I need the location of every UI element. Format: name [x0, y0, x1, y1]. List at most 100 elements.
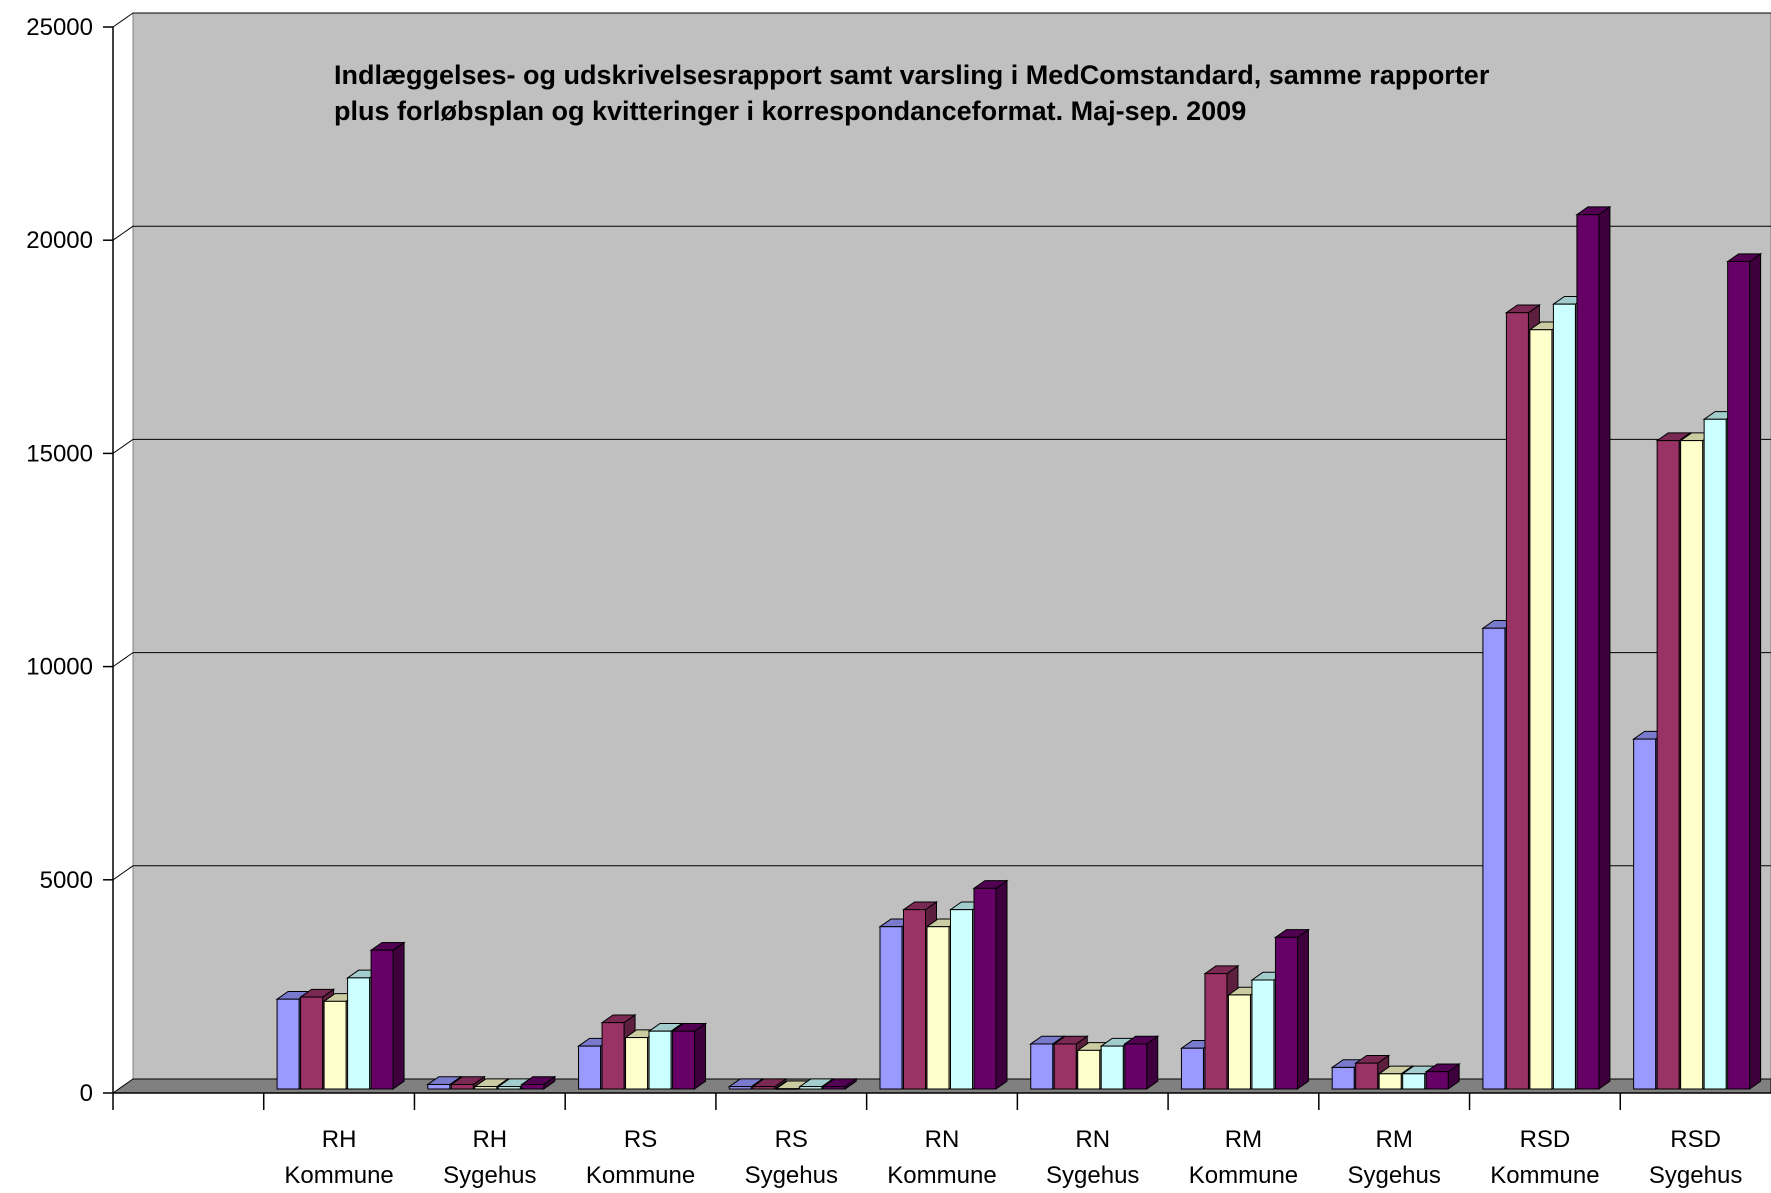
bar-front	[1180, 1047, 1204, 1090]
y-tick-label: 10000	[26, 654, 93, 681]
y-tick-label: 0	[80, 1080, 93, 1107]
bar-front	[625, 1037, 649, 1090]
y-tick-label: 25000	[26, 14, 93, 41]
bar	[751, 1077, 788, 1090]
x-tick-label-line2: Sygehus	[745, 1162, 838, 1189]
gridline-depth	[112, 12, 134, 28]
bar	[520, 1075, 557, 1090]
bar-front	[728, 1086, 752, 1090]
x-tick-label-line1: RM	[1376, 1126, 1413, 1153]
y-tick-label: 5000	[40, 867, 93, 894]
x-tick-label-line2: Kommune	[1490, 1162, 1599, 1189]
gridline-depth	[112, 438, 134, 454]
bar-front	[474, 1086, 498, 1090]
bar-front	[950, 909, 973, 1090]
bar-front	[276, 998, 300, 1090]
bar-front	[775, 1088, 799, 1090]
bar-front	[1204, 973, 1228, 1090]
bar	[369, 941, 406, 1090]
x-tick-label-line2: Kommune	[284, 1162, 393, 1189]
x-tick-label-line1: RS	[624, 1126, 657, 1153]
bar-front	[1576, 214, 1600, 1090]
bar-front	[648, 1030, 672, 1090]
bar-side	[1296, 928, 1309, 1090]
bar	[972, 879, 1009, 1090]
bar-side	[694, 1022, 707, 1090]
y-tick-label: 15000	[26, 440, 93, 467]
bar-front	[926, 926, 950, 1090]
bar	[1726, 252, 1763, 1090]
bar-front	[601, 1022, 625, 1090]
x-tick-label-line1: RH	[472, 1126, 507, 1153]
bar-front	[973, 887, 997, 1090]
chart-title-line-2: plus forløbsplan og kvitteringer i korre…	[334, 96, 1246, 126]
bar-front	[1227, 994, 1251, 1090]
bar-side	[392, 941, 405, 1090]
bar-front	[1274, 936, 1298, 1090]
y-tick-label: 20000	[26, 227, 93, 254]
bar-front	[1425, 1071, 1449, 1090]
bar-front	[370, 949, 394, 1090]
bar-front	[1633, 738, 1657, 1090]
bar-front	[1505, 312, 1529, 1090]
bar-front	[1331, 1066, 1355, 1090]
axis-labels: 0 5000 10000 15000 20000 25000 RH Kommune RH Syge…	[26, 14, 1742, 1189]
bar-front	[521, 1083, 545, 1090]
bar-front	[497, 1086, 521, 1090]
x-tick-label-line1: RM	[1225, 1126, 1262, 1153]
bar-front	[1552, 303, 1576, 1090]
gridline-depth	[112, 225, 134, 241]
axes	[103, 26, 1771, 1110]
bar-front	[822, 1086, 846, 1090]
x-tick-label-line2: Sygehus	[1347, 1162, 1440, 1189]
bar-front	[1251, 979, 1275, 1090]
chart-title-line-1: Indlæggelses- og udskrivelsesrapport sam…	[334, 60, 1490, 90]
bars	[275, 205, 1763, 1090]
x-tick-label-line1: RN	[1075, 1126, 1110, 1153]
bar-front	[752, 1086, 776, 1090]
x-tick-label-line1: RSD	[1520, 1126, 1571, 1153]
x-tick-label-line1: RH	[322, 1126, 357, 1153]
bar-front	[1656, 440, 1680, 1090]
bar-front	[903, 909, 926, 1090]
x-tick-label-line1: RS	[775, 1126, 808, 1153]
bar-front	[1100, 1045, 1124, 1090]
bar-front	[879, 926, 903, 1090]
bar-front	[1703, 418, 1727, 1090]
bar-front	[300, 996, 324, 1090]
bar	[1424, 1063, 1461, 1090]
bar-front	[1378, 1073, 1402, 1090]
bar-front	[1529, 329, 1553, 1090]
bar	[1575, 205, 1612, 1090]
bar-front	[1030, 1043, 1054, 1090]
bar-side	[1749, 252, 1762, 1090]
x-tick-label-line2: Kommune	[586, 1162, 695, 1189]
x-tick-label-line1: RSD	[1670, 1126, 1721, 1153]
bar-side	[995, 879, 1008, 1090]
bar	[1273, 928, 1311, 1090]
bar-front	[1077, 1049, 1101, 1090]
gridline-depth	[112, 652, 134, 668]
bar-front	[323, 1000, 347, 1090]
gridline-depth	[112, 865, 134, 881]
bar-front	[1124, 1043, 1148, 1090]
x-tick-label-line2: Sygehus	[1046, 1162, 1139, 1189]
x-tick-label-line2: Kommune	[1189, 1162, 1298, 1189]
bar-front	[1680, 440, 1704, 1090]
bar-front	[578, 1045, 602, 1090]
x-tick-label-line1: RN	[925, 1126, 960, 1153]
bar-front	[347, 977, 371, 1090]
bar-front	[672, 1030, 696, 1090]
x-tick-label-line2: Sygehus	[1649, 1162, 1742, 1189]
bar-front	[427, 1083, 451, 1090]
x-tick-label-line2: Sygehus	[443, 1162, 536, 1189]
bar-front	[1727, 261, 1751, 1090]
bar	[473, 1077, 510, 1090]
bar	[1123, 1035, 1160, 1090]
bar-front	[1355, 1062, 1379, 1090]
bar-side	[1146, 1035, 1159, 1090]
bar-side	[1598, 205, 1611, 1090]
bar-front	[1402, 1073, 1426, 1090]
bar	[670, 1022, 708, 1090]
